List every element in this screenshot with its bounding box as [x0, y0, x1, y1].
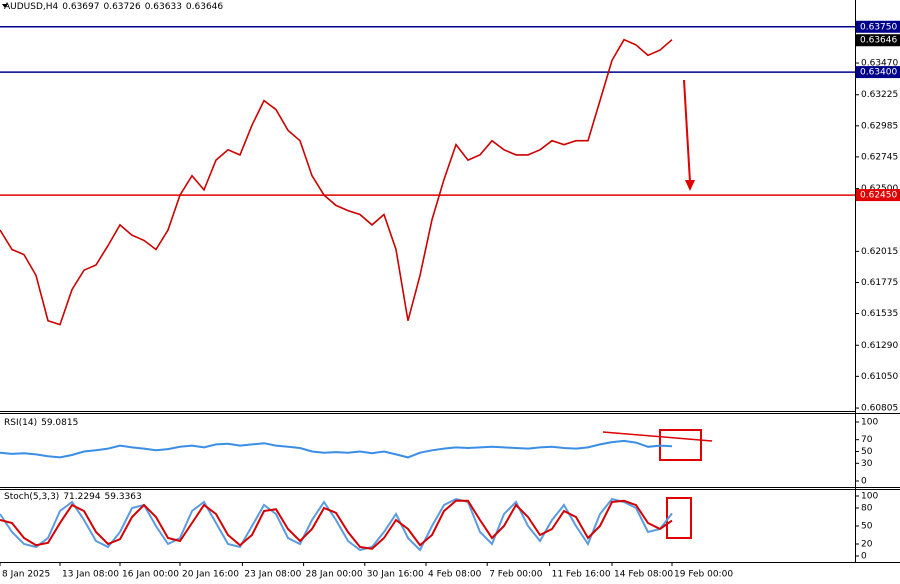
- x-tick-label: 14 Feb 08:00: [614, 570, 673, 580]
- header-part: 0.63697: [62, 2, 99, 12]
- y-tick-label: 20: [861, 540, 873, 550]
- y-tick-label: 50: [861, 522, 873, 532]
- header-part: 0.63633: [145, 2, 182, 12]
- x-tick-label: 7 Feb 00:00: [489, 570, 543, 580]
- header-part: 71.2294: [63, 492, 100, 502]
- y-tick-label: 0.61290: [861, 341, 898, 351]
- y-tick-label: 0.61775: [861, 278, 898, 288]
- header-part: 59.3363: [105, 492, 142, 502]
- y-tick-label: 0: [861, 477, 867, 487]
- menu-arrow[interactable]: [2, 4, 8, 8]
- level-label: 0.63750: [860, 22, 897, 32]
- y-tick-label: 100: [861, 492, 878, 502]
- x-tick-label: 28 Jan 00:00: [306, 570, 363, 580]
- x-tick-label: 19 Feb 00:00: [674, 570, 733, 580]
- current-price-label: 0.63646: [860, 36, 897, 46]
- data-line: [0, 38, 673, 326]
- level-label: 0.63400: [860, 68, 897, 78]
- y-tick-label: 80: [861, 504, 873, 514]
- indicator-header: Stoch(5,3,3) 71.2294 59.3363: [4, 492, 142, 502]
- stoch-highlight: [666, 497, 692, 539]
- x-tick-label: 16 Jan 00:00: [122, 570, 179, 580]
- y-tick-label: 0.63225: [861, 90, 898, 100]
- y-tick-label: 100: [861, 418, 878, 428]
- forecast-arrowhead: [685, 180, 695, 191]
- header-part: 0.63726: [103, 2, 140, 12]
- y-tick-label: 0.62015: [861, 247, 898, 257]
- data-line: [0, 439, 673, 459]
- forecast-arrow: [683, 79, 691, 183]
- y-tick-label: 0.62985: [861, 121, 898, 131]
- header-part: Stoch(5,3,3): [4, 492, 59, 502]
- y-tick-label: 0.60805: [861, 404, 898, 414]
- x-tick-label: 8 Jan 2025: [2, 570, 50, 580]
- y-tick-label: 0: [861, 552, 867, 562]
- header-part: 0.63646: [186, 2, 223, 12]
- rsi-trendline: [602, 431, 713, 442]
- x-tick-label: 30 Jan 16:00: [367, 570, 424, 580]
- x-tick-label: 13 Jan 08:00: [62, 570, 119, 580]
- header-part: 59.0815: [41, 418, 78, 428]
- x-tick-label: 20 Jan 16:00: [182, 570, 239, 580]
- level-label-box: [856, 189, 900, 202]
- x-tick-label: 4 Feb 08:00: [428, 570, 482, 580]
- y-tick-label: 70: [861, 435, 873, 445]
- y-tick-label: 0.61050: [861, 372, 898, 382]
- y-tick-label: 30: [861, 459, 873, 469]
- data-line: [0, 499, 673, 550]
- y-tick-label: 0.62745: [861, 152, 898, 162]
- indicator-header: AUDUSD,H4 0.63697 0.63726 0.63633 0.63646: [4, 2, 223, 12]
- x-tick-label: 11 Feb 16:00: [552, 570, 611, 580]
- x-tick-label: 23 Jan 08:00: [244, 570, 301, 580]
- y-tick-label: 0.61535: [861, 309, 898, 319]
- y-tick-label: 0.63470: [861, 59, 898, 69]
- level-label-box: [856, 66, 900, 79]
- indicator-header: RSI(14) 59.0815: [4, 418, 78, 428]
- header-part: RSI(14): [4, 418, 37, 428]
- current-price-box: [856, 34, 900, 47]
- level-label-box: [856, 20, 900, 33]
- y-tick-label: 50: [861, 447, 873, 457]
- header-part: AUDUSD,H4: [4, 2, 59, 12]
- level-label: 0.62450: [860, 191, 897, 201]
